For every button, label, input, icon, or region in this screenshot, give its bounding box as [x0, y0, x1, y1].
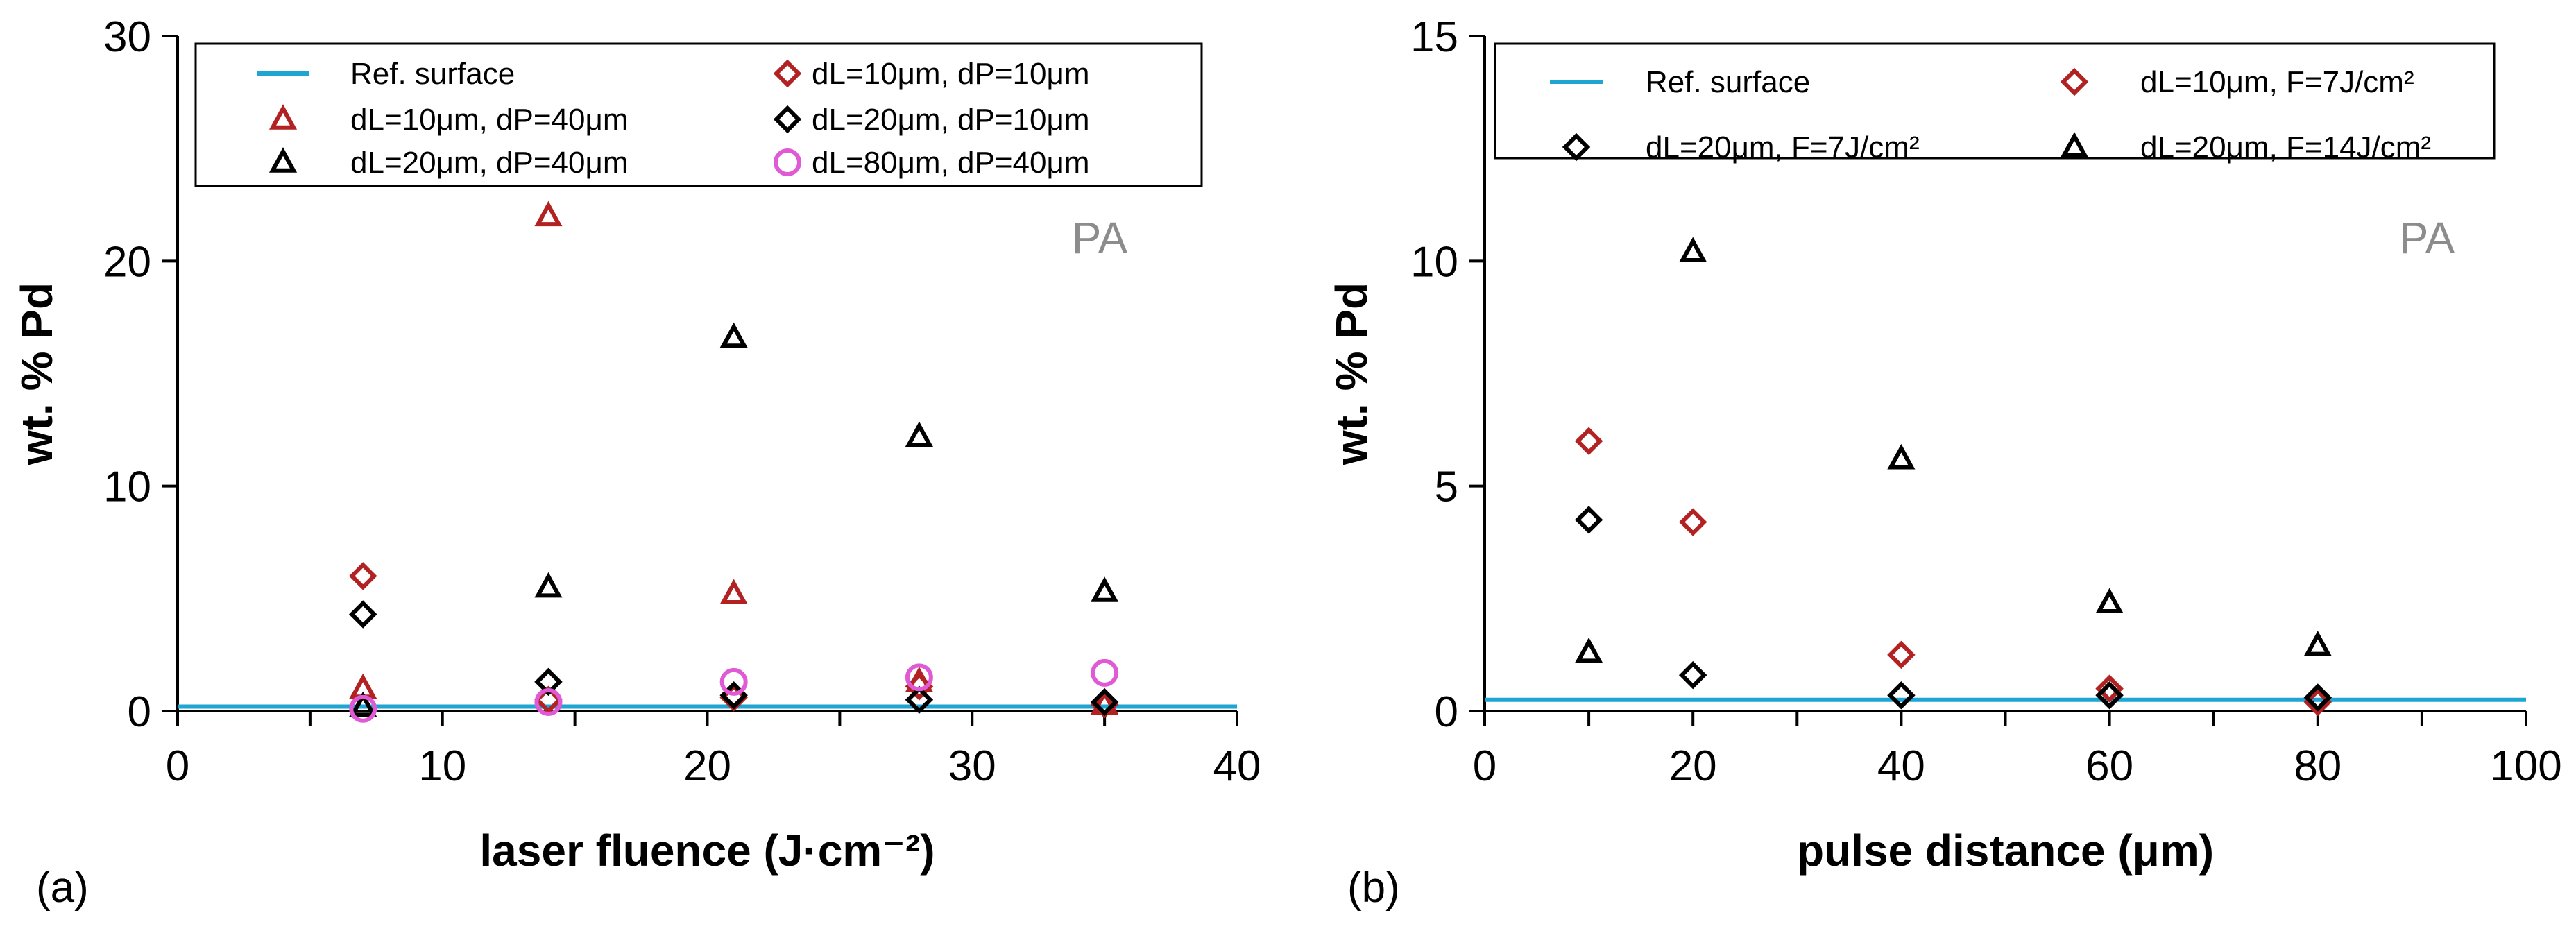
a-data-point — [534, 200, 563, 227]
b-x-tick-label: 40 — [1877, 742, 1925, 790]
a-data-point — [348, 562, 377, 590]
a-data-point — [1091, 658, 1119, 687]
b-data-point — [1887, 443, 1916, 470]
a-legend-marker — [268, 104, 298, 130]
b-series-1 — [1574, 506, 2332, 712]
b-data-point — [1678, 508, 1707, 536]
b-data-point — [1574, 506, 1603, 534]
b-legend-marker — [1562, 133, 1591, 162]
a-x-tick-label: 40 — [1213, 742, 1261, 790]
b-data-point — [1678, 660, 1707, 690]
b-x-axis-label: pulse distance (μm) — [1797, 826, 2214, 876]
b-y-tick-label: 5 — [1435, 463, 1458, 511]
a-annotation: PA — [1072, 213, 1128, 263]
b-y-tick-label: 15 — [1410, 13, 1458, 61]
a-x-tick-label: 20 — [683, 742, 731, 790]
a-data-point — [534, 572, 563, 598]
a-data-point — [719, 667, 748, 696]
a-data-point — [534, 667, 563, 697]
a-legend-label: dL=10μm, dP=10μm — [812, 57, 1090, 91]
a-y-tick-label: 10 — [103, 463, 151, 511]
b-legend-label: dL=20μm, F=14J/cm² — [2140, 130, 2431, 164]
a-legend-label: dL=20μm, dP=40μm — [350, 146, 629, 180]
a-data-point — [349, 694, 377, 723]
a-data-point — [534, 685, 563, 715]
a-legend-label: dL=20μm, dP=10μm — [812, 103, 1090, 137]
b-series-2 — [1575, 237, 2332, 663]
a-y-axis-label: wt. % Pd — [12, 282, 62, 466]
a-x-tick-label: 30 — [948, 742, 996, 790]
b-x-tick-label: 80 — [2294, 742, 2342, 790]
a-data-point — [348, 600, 377, 629]
b-x-tick-label: 100 — [2490, 742, 2561, 790]
panel-a-chart: 0 10 20 30 0 10 20 30 40 laser fluence (J·cm⁻²) wt… — [12, 13, 1261, 912]
a-data-point — [905, 421, 933, 447]
b-data-point — [1887, 640, 1916, 669]
b-legend-marker — [2060, 67, 2089, 96]
a-data-point — [719, 579, 748, 605]
b-data-point — [1887, 681, 1916, 710]
a-x-tick-label: 0 — [166, 742, 189, 790]
b-y-tick-label: 10 — [1410, 238, 1458, 286]
b-x-tick-label: 0 — [1473, 742, 1496, 790]
a-legend-label: dL=80μm, dP=40μm — [812, 146, 1090, 180]
b-legend-label: dL=20μm, F=7J/cm² — [1646, 130, 1920, 164]
a-legend-label: Ref. surface — [350, 57, 515, 91]
a-data-point — [349, 691, 377, 717]
a-data-point — [719, 322, 748, 348]
a-data-point — [905, 685, 934, 715]
a-y-tick-label: 30 — [103, 13, 151, 61]
b-legend-label: dL=10μm, F=7J/cm² — [2140, 65, 2414, 99]
b-y-tick-label: 0 — [1435, 688, 1458, 736]
b-x-tick-label: 60 — [2085, 742, 2133, 790]
a-series-4 — [349, 658, 1119, 723]
a-x-tick-label: 10 — [418, 742, 466, 790]
b-legend: Ref. surface dL=20μm, F=7J/cm² dL=10μm, F=… — [1494, 42, 2496, 164]
a-legend: Ref. surface dL=10μm, dP=40μm dL=20μm, dP=… — [194, 42, 1203, 187]
b-data-point — [2095, 674, 2124, 703]
a-legend-marker — [773, 59, 802, 88]
a-x-axis-label: laser fluence (J·cm⁻²) — [479, 826, 935, 876]
panel-b-chart: 0 5 10 15 0 20 40 60 80 100 pulse distance (μm) wt.… — [1327, 13, 2562, 912]
b-x-tick-label: 20 — [1669, 742, 1717, 790]
a-legend-marker — [268, 147, 298, 173]
b-data-point — [2095, 681, 2124, 710]
b-panel-label: (b) — [1347, 864, 1400, 912]
a-legend-label: dL=10μm, dP=40μm — [350, 103, 629, 137]
b-data-point — [2303, 631, 2332, 656]
a-legend-marker — [774, 148, 801, 176]
a-data-point — [905, 663, 933, 692]
a-legend-box — [194, 42, 1203, 187]
b-data-point — [1575, 637, 1603, 663]
b-data-point — [2095, 588, 2124, 614]
a-data-point — [534, 688, 563, 717]
a-data-point — [905, 672, 934, 701]
b-annotation: PA — [2399, 213, 2455, 263]
b-legend-label: Ref. surface — [1646, 65, 1810, 99]
b-legend-box — [1494, 42, 2496, 160]
a-data-point — [1090, 687, 1119, 717]
b-y-axis-label: wt. % Pd — [1327, 282, 1376, 466]
b-data-point — [2303, 683, 2332, 712]
a-panel-label: (a) — [36, 864, 89, 912]
a-legend-marker — [773, 105, 802, 134]
b-data-point — [1679, 237, 1707, 263]
b-data-point — [1574, 427, 1603, 456]
b-legend-marker — [2060, 132, 2089, 157]
a-y-tick-label: 20 — [103, 238, 151, 286]
a-y-tick-label: 0 — [128, 688, 151, 736]
a-series-1 — [349, 322, 1119, 717]
a-data-point — [1091, 576, 1119, 602]
